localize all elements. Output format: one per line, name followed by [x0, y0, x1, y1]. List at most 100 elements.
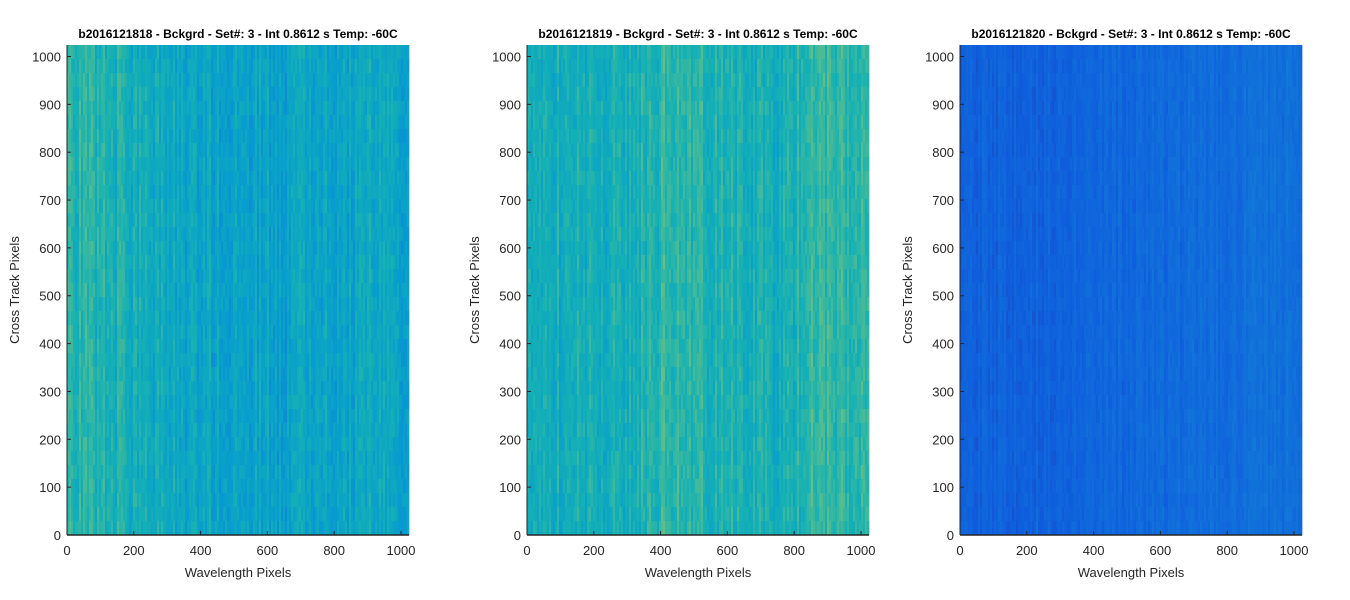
heatmap-cell: [209, 451, 212, 466]
heatmap-cell: [293, 171, 296, 186]
heatmap-cell: [157, 353, 160, 368]
heatmap-cell: [141, 157, 144, 172]
heatmap-cell: [141, 395, 144, 410]
heatmap-cell: [77, 381, 80, 396]
heatmap-cell: [305, 213, 308, 228]
heatmap-cell: [145, 157, 148, 172]
heatmap-cell: [231, 101, 234, 116]
heatmap-cell: [307, 157, 310, 172]
heatmap-cell: [151, 157, 154, 172]
heatmap-cell: [143, 451, 146, 466]
heatmap-cell: [165, 115, 168, 130]
heatmap-cell: [251, 395, 254, 410]
heatmap-cell: [255, 311, 258, 326]
heatmap-cell: [259, 213, 262, 228]
heatmap-cell: [183, 423, 186, 438]
heatmap-cell: [163, 465, 166, 480]
heatmap-cell: [345, 437, 348, 452]
heatmap-cell: [255, 521, 258, 536]
heatmap-cell: [245, 311, 248, 326]
heatmap-cell: [289, 143, 292, 158]
heatmap-cell: [263, 297, 266, 312]
heatmap-cell: [283, 465, 286, 480]
heatmap-cell: [237, 87, 240, 102]
heatmap-cell: [201, 45, 204, 60]
heatmap-cell: [319, 297, 322, 312]
heatmap-cell: [177, 157, 180, 172]
heatmap-cell: [283, 227, 286, 242]
heatmap-cell: [229, 241, 232, 256]
heatmap-cell: [195, 171, 198, 186]
heatmap-cell: [307, 87, 310, 102]
heatmap-cell: [153, 451, 156, 466]
heatmap-cell: [283, 311, 286, 326]
heatmap-cell: [341, 465, 344, 480]
heatmap-cell: [191, 143, 194, 158]
heatmap-cell: [67, 269, 70, 284]
heatmap-cell: [333, 437, 336, 452]
heatmap-cell: [221, 521, 224, 536]
heatmap-cell: [279, 115, 282, 130]
heatmap-cell: [95, 507, 98, 522]
heatmap-cell: [255, 297, 258, 312]
heatmap-cell: [159, 451, 162, 466]
heatmap-cell: [263, 423, 266, 438]
heatmap-cell: [309, 507, 312, 522]
heatmap-cell: [175, 227, 178, 242]
heatmap-cell: [267, 451, 270, 466]
heatmap-cell: [269, 157, 272, 172]
heatmap-cell: [99, 493, 102, 508]
heatmap-cell: [239, 87, 242, 102]
heatmap-cell: [261, 325, 264, 340]
heatmap-cell: [183, 143, 186, 158]
heatmap-cell: [279, 185, 282, 200]
heatmap-cell: [317, 339, 320, 354]
heatmap-cell: [299, 255, 302, 270]
heatmap-cell: [233, 143, 236, 158]
heatmap-cell: [259, 437, 262, 452]
heatmap-cell: [305, 87, 308, 102]
heatmap-cell: [315, 115, 318, 130]
heatmap-cell: [169, 171, 172, 186]
heatmap-cell: [133, 395, 136, 410]
heatmap-cell: [151, 73, 154, 88]
heatmap-cell: [285, 507, 288, 522]
heatmap-cell: [129, 395, 132, 410]
heatmap-cell: [99, 479, 102, 494]
heatmap-cell: [261, 423, 264, 438]
heatmap-cell: [189, 367, 192, 382]
heatmap-cell: [149, 311, 152, 326]
heatmap-cell: [341, 451, 344, 466]
heatmap-cell: [137, 339, 140, 354]
heatmap-cell: [267, 241, 270, 256]
heatmap-cell: [133, 115, 136, 130]
heatmap-cell: [81, 325, 84, 340]
heatmap-cell: [119, 325, 122, 340]
heatmap-cell: [315, 479, 318, 494]
heatmap-cell: [75, 423, 78, 438]
heatmap-cell: [87, 157, 90, 172]
heatmap-cell: [195, 143, 198, 158]
heatmap-cell: [279, 45, 282, 60]
heatmap-cell: [303, 171, 306, 186]
heatmap-cell: [67, 297, 70, 312]
heatmap-cell: [277, 479, 280, 494]
heatmap-cell: [259, 185, 262, 200]
heatmap-cell: [337, 213, 340, 228]
heatmap-cell: [217, 451, 220, 466]
heatmap-cell: [233, 213, 236, 228]
heatmap-cell: [309, 59, 312, 74]
heatmap-cell: [143, 381, 146, 396]
heatmap-cell: [135, 255, 138, 270]
heatmap-cell: [315, 269, 318, 284]
heatmap-cell: [273, 171, 276, 186]
heatmap-cell: [301, 423, 304, 438]
heatmap-cell: [143, 409, 146, 424]
heatmap-cell: [107, 297, 110, 312]
heatmap-cell: [341, 423, 344, 438]
heatmap-cell: [339, 73, 342, 88]
heatmap-cell: [109, 241, 112, 256]
heatmap-cell: [243, 185, 246, 200]
heatmap-cell: [185, 199, 188, 214]
heatmap-cell: [103, 367, 106, 382]
